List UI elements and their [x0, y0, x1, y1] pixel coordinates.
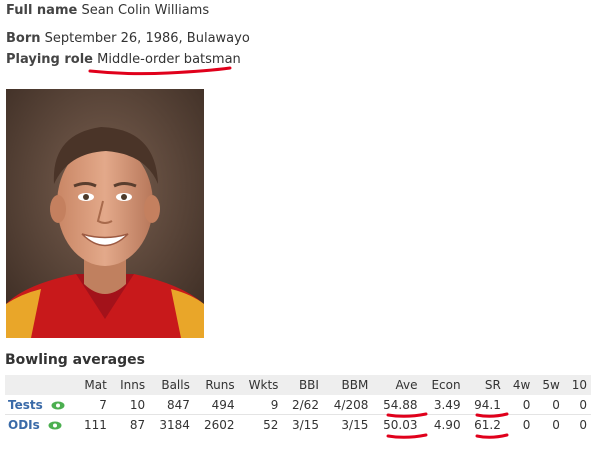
- table-cell: 10: [110, 395, 150, 415]
- full-name-label: Full name: [6, 3, 78, 18]
- table-cell: 2602: [204, 417, 235, 432]
- bowling-averages-table: Mat Inns Balls Runs Wkts BBI BBM Ave Eco…: [5, 375, 591, 434]
- table-cell: 0: [579, 417, 587, 432]
- column-header-10: 10: [563, 375, 591, 395]
- table-cell: 0: [534, 395, 564, 415]
- table-cell: 87: [129, 417, 146, 432]
- player-portrait-icon: [6, 89, 204, 338]
- table-cell: 52: [263, 417, 279, 432]
- table-cell-sr: 61.2: [474, 417, 501, 432]
- role-underline-annotation: [88, 66, 232, 76]
- format-cell: Tests: [5, 395, 75, 415]
- table-cell: 3/15: [341, 417, 369, 432]
- table-row-odis: ODIs 111 87 3184 2602 52 3/15 3/15 50.03…: [5, 415, 591, 435]
- born-label: Born: [6, 31, 41, 46]
- sr-tests-underline-annotation: [475, 412, 509, 418]
- table-cell: 7: [75, 395, 111, 415]
- ave-odis-underline-annotation: [386, 433, 428, 439]
- born-line: Born September 26, 1986, Bulawayo: [6, 31, 250, 46]
- eye-icon[interactable]: [48, 421, 62, 430]
- column-header-runs: Runs: [193, 375, 239, 395]
- table-cell: 4/208: [322, 395, 373, 415]
- column-header-balls: Balls: [149, 375, 194, 395]
- table-cell: 0: [504, 395, 535, 415]
- full-name-line: Full name Sean Colin Williams: [6, 3, 209, 18]
- table-cell: 0: [522, 417, 531, 432]
- playing-role-label: Playing role: [6, 52, 93, 67]
- table-header-row: Mat Inns Balls Runs Wkts BBI BBM Ave Eco…: [5, 375, 591, 395]
- table-cell: 3.49: [421, 395, 465, 415]
- format-cell: ODIs: [5, 415, 75, 435]
- playing-role-line: Playing role Middle-order batsman: [6, 52, 241, 67]
- table-row-tests: Tests 7 10 847 494 9 2/62 4/208 54.88 3.…: [5, 395, 591, 415]
- playing-role-value: Middle-order batsman: [97, 52, 241, 67]
- ave-tests-underline-annotation: [386, 412, 428, 418]
- table-cell: 0: [552, 417, 560, 432]
- table-cell: 847: [149, 395, 194, 415]
- player-photo: [6, 89, 204, 338]
- column-header-mat: Mat: [75, 375, 111, 395]
- format-link-tests[interactable]: Tests: [8, 397, 43, 412]
- column-header-bbm: BBM: [322, 375, 373, 395]
- table-cell: 2/62: [282, 395, 323, 415]
- table-cell: 0: [563, 395, 591, 415]
- table-cell: 3184: [159, 417, 190, 432]
- sr-odis-underline-annotation: [475, 433, 509, 439]
- table-cell-sr: 94.1: [464, 395, 505, 415]
- born-value: September 26, 1986, Bulawayo: [44, 31, 250, 46]
- table-cell: 9: [238, 395, 283, 415]
- column-header: [5, 375, 75, 395]
- column-header-5w: 5w: [534, 375, 564, 395]
- column-header-sr: SR: [464, 375, 505, 395]
- column-header-4w: 4w: [504, 375, 535, 395]
- format-link-odis[interactable]: ODIs: [8, 417, 40, 432]
- bowling-averages-title: Bowling averages: [5, 352, 145, 368]
- full-name-value: Sean Colin Williams: [81, 3, 210, 18]
- column-header-wkts: Wkts: [238, 375, 283, 395]
- table-cell: 3/15: [292, 417, 319, 432]
- table-cell: 111: [83, 417, 107, 432]
- table-cell-ave: 54.88: [372, 395, 422, 415]
- eye-icon[interactable]: [51, 401, 65, 410]
- table-cell: 494: [193, 395, 239, 415]
- table-cell-ave: 50.03: [383, 417, 418, 432]
- column-header-bbi: BBI: [282, 375, 323, 395]
- table-cell: 4.90: [433, 417, 461, 432]
- column-header-ave: Ave: [372, 375, 422, 395]
- column-header-econ: Econ: [421, 375, 465, 395]
- column-header-inns: Inns: [110, 375, 150, 395]
